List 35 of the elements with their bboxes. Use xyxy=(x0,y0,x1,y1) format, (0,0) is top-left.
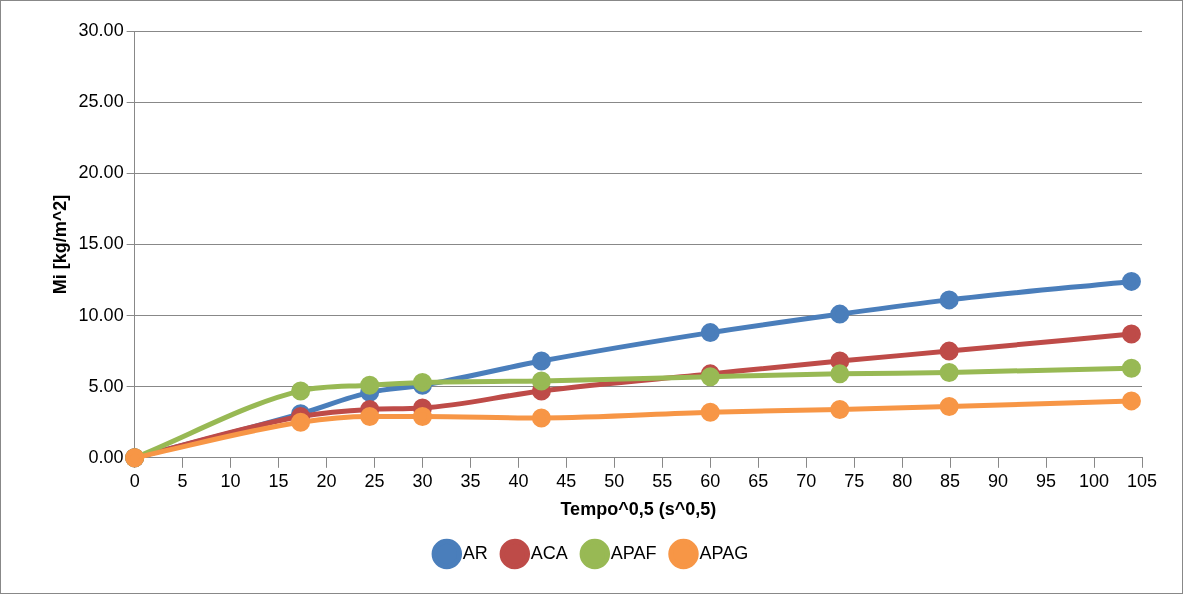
x-tick-label: 105 xyxy=(1126,470,1158,491)
x-tick-label: 70 xyxy=(796,470,817,491)
y-tick-label: 25.00 xyxy=(78,91,124,112)
x-tick-label: 35 xyxy=(460,470,481,491)
x-tick-label: 95 xyxy=(1036,470,1057,491)
x-tick-label: 25 xyxy=(364,470,385,491)
x-tick-label: 15 xyxy=(268,470,289,491)
y-tick-label: 20.00 xyxy=(78,162,124,183)
legend-label: APAG xyxy=(699,542,749,563)
y-axis-title: Mi [kg/m^2] xyxy=(49,194,70,295)
legend-label: ACA xyxy=(530,542,568,563)
x-tick-label: 90 xyxy=(988,470,1009,491)
y-tick-label: 5.00 xyxy=(88,375,124,396)
x-tick-label: 30 xyxy=(412,470,433,491)
x-tick-label: 80 xyxy=(892,470,913,491)
x-axis-title: Tempo^0,5 (s^0,5) xyxy=(560,499,717,520)
x-tick-label: 75 xyxy=(844,470,865,491)
legend-label: AR xyxy=(462,542,488,563)
x-tick-label: 10 xyxy=(220,470,241,491)
x-tick-label: 0 xyxy=(129,470,140,491)
y-tick-label: 10.00 xyxy=(78,304,124,325)
x-tick-label: 85 xyxy=(940,470,961,491)
x-tick-label: 20 xyxy=(316,470,337,491)
x-tick-label: 5 xyxy=(177,470,188,491)
x-tick-label: 60 xyxy=(700,470,721,491)
x-tick-label: 40 xyxy=(508,470,529,491)
x-tick-label: 65 xyxy=(748,470,769,491)
x-tick-label: 55 xyxy=(652,470,673,491)
x-tick-label: 45 xyxy=(556,470,577,491)
x-tick-label: 50 xyxy=(604,470,625,491)
legend-label: APAF xyxy=(610,542,657,563)
y-tick-label: 30.00 xyxy=(78,19,124,40)
y-tick-label: 0.00 xyxy=(88,446,124,467)
x-tick-label: 100 xyxy=(1079,470,1110,491)
y-tick-label: 15.00 xyxy=(78,233,124,254)
